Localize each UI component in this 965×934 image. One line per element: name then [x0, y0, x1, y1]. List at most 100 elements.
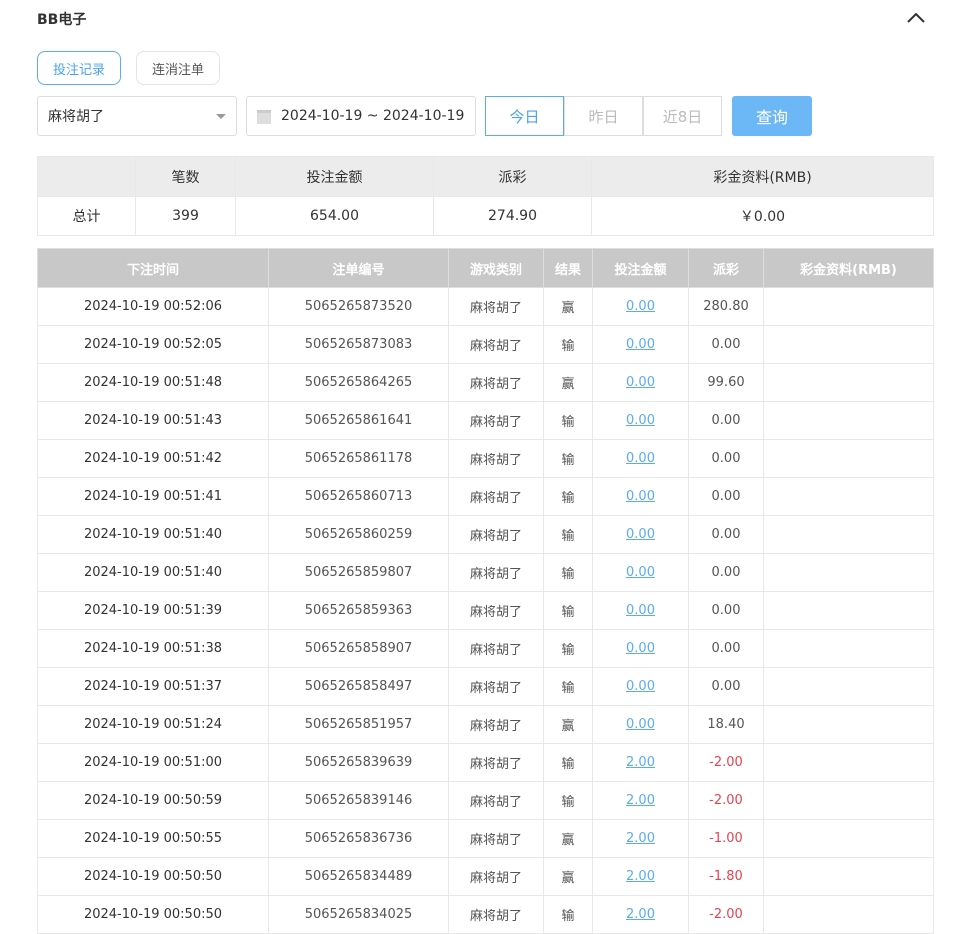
table-cell: 5065265873520 — [268, 287, 449, 326]
cell-text: 5065265861641 — [304, 413, 413, 428]
caret-down-icon — [216, 114, 226, 119]
table-cell — [763, 629, 934, 668]
cell-text: -2.00 — [709, 907, 743, 922]
table-cell: 5065265873083 — [268, 325, 449, 364]
bet-amount-link[interactable]: 2.00 — [626, 793, 655, 808]
cell-text: 麻将胡了 — [469, 415, 522, 430]
bet-amount-link[interactable]: 2.00 — [626, 907, 655, 922]
column-header: 下注时间 — [37, 248, 269, 288]
table-cell: 麻将胡了 — [448, 629, 544, 668]
bet-amount-link[interactable]: 0.00 — [626, 717, 655, 732]
table-cell: 输 — [543, 629, 593, 668]
cell-text: 2024-10-19 00:51:38 — [83, 641, 223, 656]
date-range-picker[interactable]: 2024-10-19 ~ 2024-10-19 — [246, 96, 476, 136]
table-cell: 麻将胡了 — [448, 401, 544, 440]
cell-text: 2024-10-19 00:51:40 — [83, 527, 223, 542]
table-cell: 5065265860259 — [268, 515, 449, 554]
bet-amount-link[interactable]: 0.00 — [626, 299, 655, 314]
chevron-up-icon[interactable] — [905, 8, 927, 28]
table-cell: 麻将胡了 — [448, 439, 544, 478]
table-cell: 5065265860713 — [268, 477, 449, 516]
table-cell: 赢 — [543, 819, 593, 858]
bet-amount-link[interactable]: 2.00 — [626, 831, 655, 846]
table-cell: 5065265864265 — [268, 363, 449, 402]
table-cell: 280.80 — [688, 287, 764, 326]
table-cell — [763, 287, 934, 326]
table-cell: 2.00 — [592, 857, 689, 896]
bet-amount-link[interactable]: 0.00 — [626, 641, 655, 656]
table-cell: 2.00 — [592, 743, 689, 782]
summary-cell: 274.90 — [433, 196, 592, 236]
table-cell: 0.00 — [688, 401, 764, 440]
cell-text: 赢 — [561, 377, 575, 392]
table-cell: 输 — [543, 591, 593, 630]
bet-amount-link[interactable]: 2.00 — [626, 755, 655, 770]
table-cell: 2.00 — [592, 819, 689, 858]
query-button[interactable]: 查询 — [732, 96, 812, 136]
cell-text: 5065265860259 — [304, 527, 413, 542]
table-row: 2024-10-19 00:51:39 5065265859363 麻将胡了 输 0.0… — [37, 591, 934, 630]
summary-header: 投注金额 — [235, 156, 434, 197]
table-cell: 5065265861178 — [268, 439, 449, 478]
table-row: 2024-10-19 00:51:40 5065265859807 麻将胡了 输 0.0… — [37, 553, 934, 592]
table-cell: 5065265839639 — [268, 743, 449, 782]
cell-text: 5065265858907 — [304, 641, 413, 656]
bet-amount-link[interactable]: 0.00 — [626, 375, 655, 390]
cell-text: 2024-10-19 00:51:43 — [83, 413, 223, 428]
bet-amount-link[interactable]: 0.00 — [626, 603, 655, 618]
cell-text: 麻将胡了 — [469, 605, 522, 620]
last-8-days-button[interactable]: 近8日 — [643, 96, 722, 136]
bet-amount-link[interactable]: 0.00 — [626, 489, 655, 504]
table-cell — [763, 895, 934, 934]
table-cell: 2024-10-19 00:51:43 — [37, 401, 269, 440]
cell-text: 2024-10-19 00:51:42 — [83, 451, 223, 466]
table-row: 2024-10-19 00:51:37 5065265858497 麻将胡了 输 0.0… — [37, 667, 934, 706]
table-cell: 赢 — [543, 363, 593, 402]
cell-text: 输 — [561, 453, 575, 468]
table-cell: 0.00 — [592, 477, 689, 516]
table-row: 2024-10-19 00:52:05 5065265873083 麻将胡了 输 0.0… — [37, 325, 934, 364]
cell-text: 输 — [561, 757, 575, 772]
calendar-icon — [257, 110, 271, 124]
table-cell: 5065265851957 — [268, 705, 449, 744]
bet-amount-link[interactable]: 0.00 — [626, 565, 655, 580]
bet-amount-link[interactable]: 0.00 — [626, 451, 655, 466]
table-row: 2024-10-19 00:51:00 5065265839639 麻将胡了 输 2.0… — [37, 743, 934, 782]
bet-amount-link[interactable]: 0.00 — [626, 413, 655, 428]
bet-amount-link[interactable]: 2.00 — [626, 869, 655, 884]
table-cell: 赢 — [543, 287, 593, 326]
table-cell: 输 — [543, 515, 593, 554]
tab-bet-records[interactable]: 投注记录 — [37, 51, 121, 85]
section-title: BB电子 — [37, 12, 87, 28]
game-select[interactable]: 麻将胡了 — [37, 96, 237, 136]
table-row: 2024-10-19 00:51:42 5065265861178 麻将胡了 输 0.0… — [37, 439, 934, 478]
table-cell: 5065265859807 — [268, 553, 449, 592]
table-cell: 2024-10-19 00:51:42 — [37, 439, 269, 478]
summary-header: 彩金资料(RMB) — [591, 156, 934, 197]
table-cell: 输 — [543, 781, 593, 820]
tab-consecutive-bets[interactable]: 连消注单 — [136, 51, 220, 85]
table-cell: 5065265861641 — [268, 401, 449, 440]
cell-text: 0.00 — [711, 489, 741, 504]
cell-text: 280.80 — [703, 299, 749, 314]
cell-text: 5065265861178 — [304, 451, 413, 466]
table-cell: 麻将胡了 — [448, 781, 544, 820]
cell-text: 5065265839146 — [304, 793, 413, 808]
table-row: 2024-10-19 00:51:40 5065265860259 麻将胡了 输 0.0… — [37, 515, 934, 554]
yesterday-button[interactable]: 昨日 — [564, 96, 643, 136]
table-cell: 0.00 — [592, 629, 689, 668]
bet-amount-link[interactable]: 0.00 — [626, 337, 655, 352]
table-cell: 2024-10-19 00:51:24 — [37, 705, 269, 744]
table-cell: 2.00 — [592, 781, 689, 820]
cell-text: 麻将胡了 — [469, 719, 522, 734]
bet-amount-link[interactable]: 0.00 — [626, 679, 655, 694]
cell-text: -1.80 — [709, 869, 743, 884]
cell-text: 麻将胡了 — [469, 567, 522, 582]
cell-text: 输 — [561, 491, 575, 506]
today-button[interactable]: 今日 — [485, 96, 564, 136]
table-cell: 2024-10-19 00:52:06 — [37, 287, 269, 326]
cell-text: 0.00 — [711, 565, 741, 580]
cell-text: 5065265873520 — [304, 299, 413, 314]
bet-amount-link[interactable]: 0.00 — [626, 527, 655, 542]
table-cell — [763, 439, 934, 478]
